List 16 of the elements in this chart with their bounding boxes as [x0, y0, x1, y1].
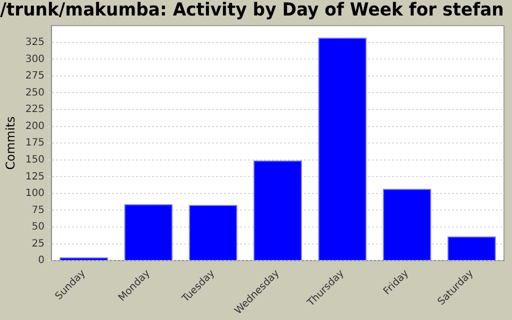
y-tick-label: 0 — [38, 255, 44, 266]
chart-title: /trunk/makumba: Activity by Day of Week for stefan — [0, 0, 504, 21]
y-tick-label: 150 — [25, 154, 44, 166]
y-axis-title: Commits — [3, 116, 18, 170]
y-tick-label: 75 — [32, 204, 44, 216]
y-tick-label: 200 — [25, 120, 44, 132]
y-tick-label: 250 — [25, 87, 44, 98]
y-tick-label: 100 — [25, 188, 44, 200]
y-tick-label: 225 — [25, 104, 44, 116]
y-tick-label: 50 — [32, 222, 44, 233]
y-tick-label: 275 — [25, 70, 44, 82]
y-tick-label: 300 — [25, 54, 44, 65]
y-tick-label: 125 — [25, 171, 44, 182]
y-tick-label: 175 — [25, 138, 44, 149]
y-tick-label: 325 — [25, 36, 44, 48]
y-tick-label: 25 — [32, 238, 44, 250]
